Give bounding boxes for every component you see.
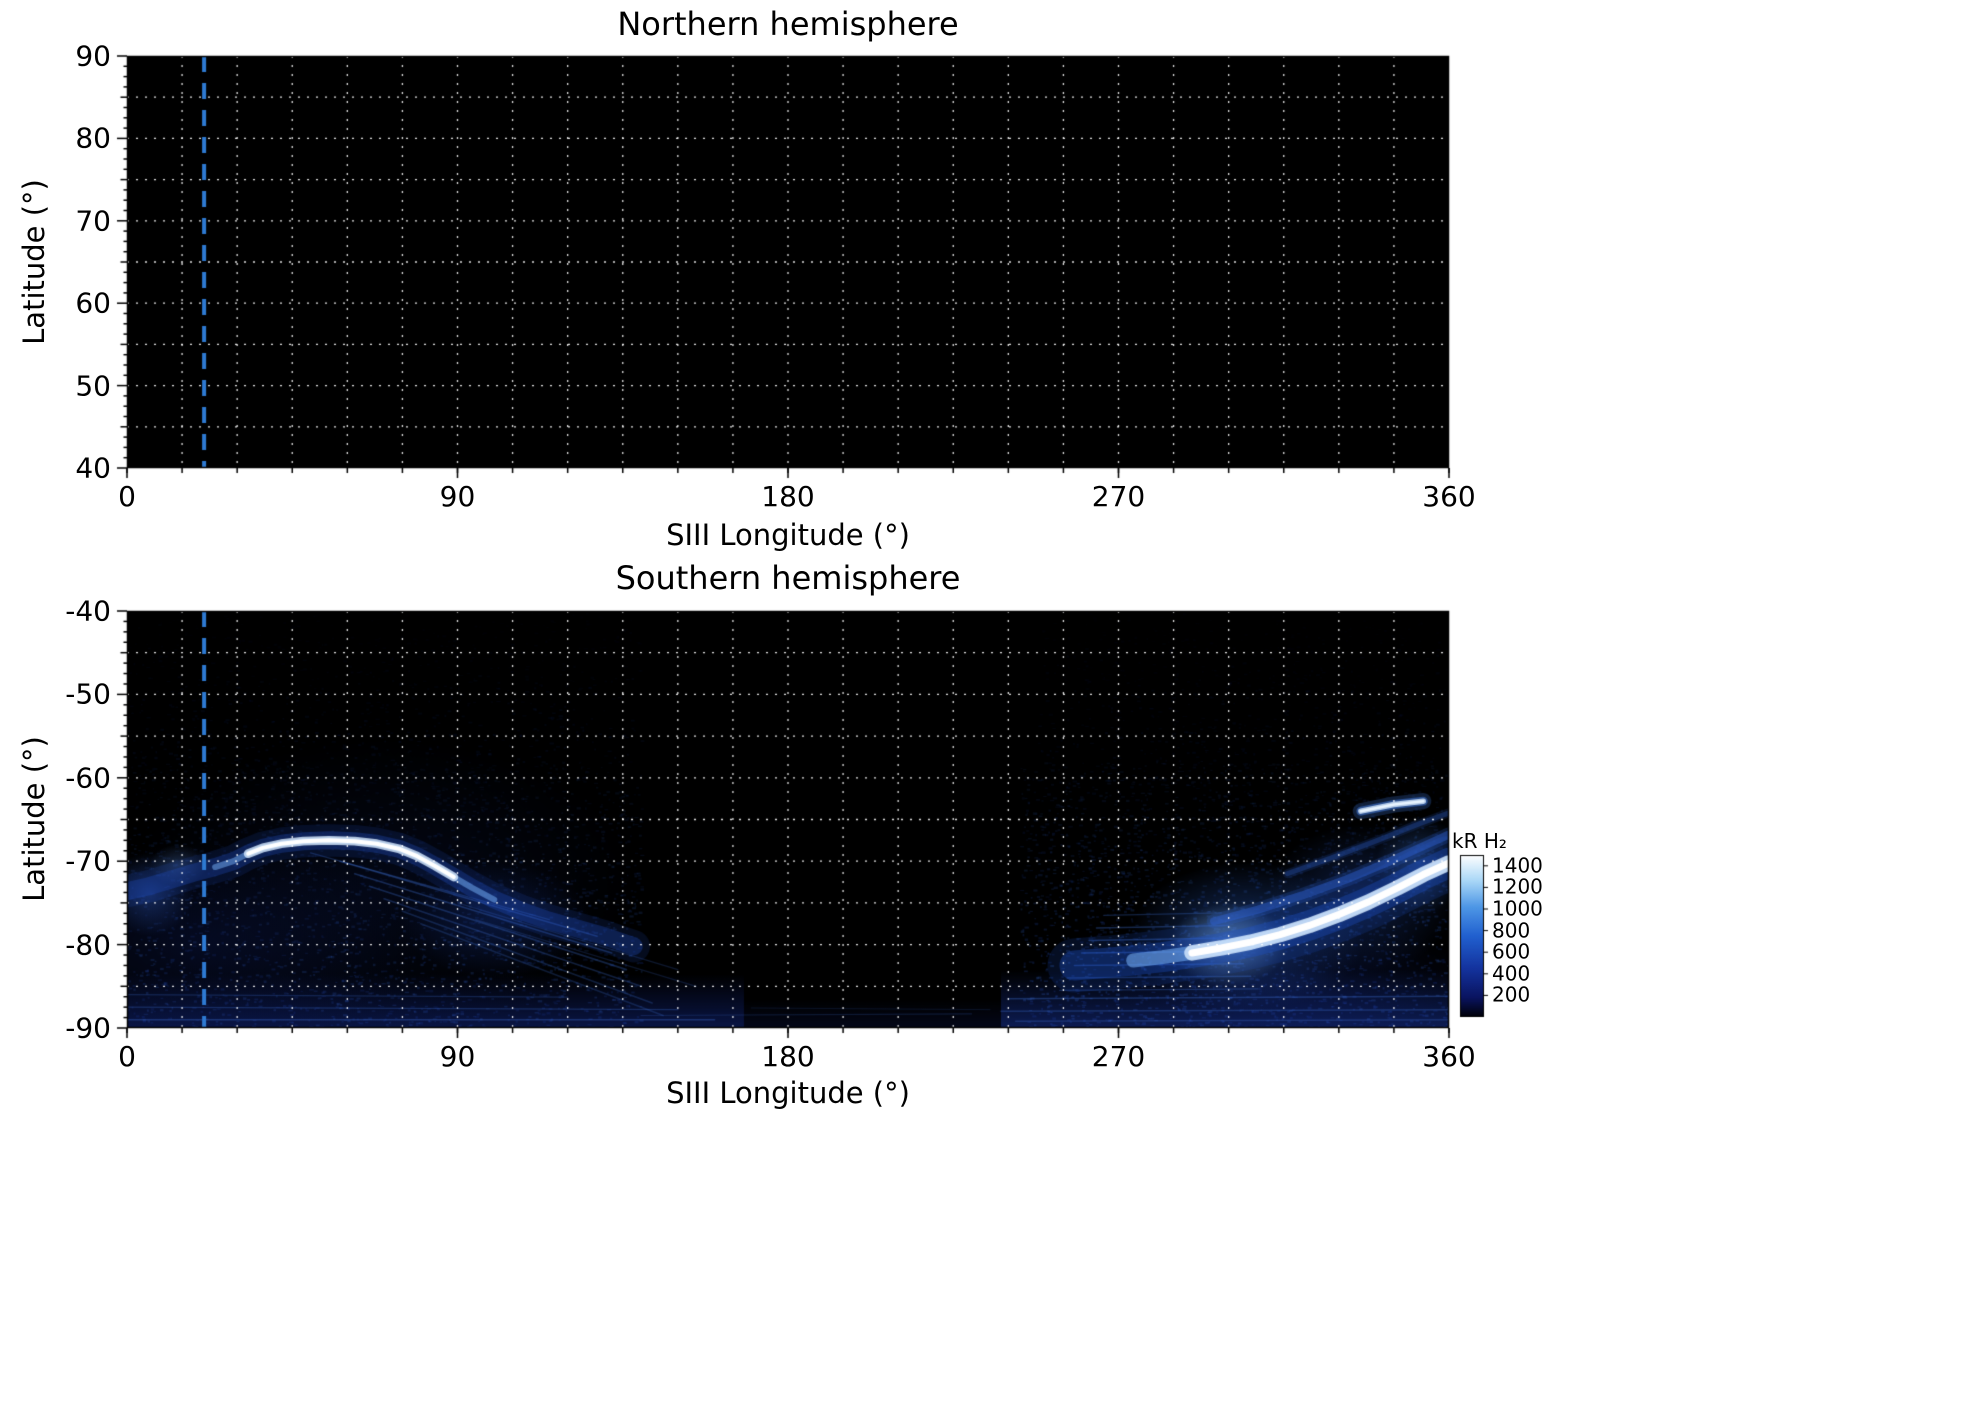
colorbar-label: kR H₂ [1452, 829, 1507, 853]
x-tick-label: 360 [1422, 480, 1476, 513]
y-tick-label: -80 [65, 927, 111, 961]
y-tick-label: -40 [65, 594, 111, 628]
colorbar-tick-label: 400 [1492, 961, 1531, 986]
x-tick-label: 270 [1091, 480, 1146, 513]
north-panel-title: Northern hemisphere [617, 5, 959, 43]
y-tick-label: -90 [65, 1011, 111, 1045]
south-panel-title: Southern hemisphere [615, 559, 961, 597]
y-tick-label: 60 [75, 286, 111, 320]
y-tick-label: 70 [75, 204, 111, 238]
colorbar-tick-label: 1400 [1492, 853, 1543, 878]
x-tick-label: 360 [1422, 1040, 1476, 1073]
north-y-axis-label: Latitude (°) [16, 179, 51, 345]
x-tick-label: 0 [118, 480, 136, 513]
x-tick-label: 90 [439, 480, 476, 513]
south-x-axis-label: SIII Longitude (°) [666, 1076, 910, 1110]
colorbar-tick-label: 200 [1492, 982, 1531, 1007]
north-x-axis-label: SIII Longitude (°) [666, 518, 910, 552]
x-tick-label: 0 [118, 1040, 136, 1073]
y-tick-label: 90 [75, 39, 111, 73]
y-tick-label: -60 [65, 761, 111, 795]
colorbar-tick-label: 1200 [1492, 874, 1543, 899]
colorbar-tick-label: 1000 [1492, 896, 1543, 921]
x-tick-label: 180 [761, 1040, 815, 1073]
x-tick-label: 180 [761, 480, 815, 513]
y-tick-label: 50 [75, 368, 111, 402]
y-tick-label: 80 [75, 121, 111, 155]
y-tick-label: -50 [65, 677, 111, 711]
y-tick-label: 40 [75, 451, 111, 485]
colorbar-tick-label: 600 [1492, 939, 1531, 964]
x-tick-label: 90 [439, 1040, 476, 1073]
south-y-axis-label: Latitude (°) [16, 736, 51, 902]
x-tick-label: 270 [1091, 1040, 1146, 1073]
colorbar-tick-label: 800 [1492, 918, 1531, 943]
y-tick-label: -70 [65, 844, 111, 878]
